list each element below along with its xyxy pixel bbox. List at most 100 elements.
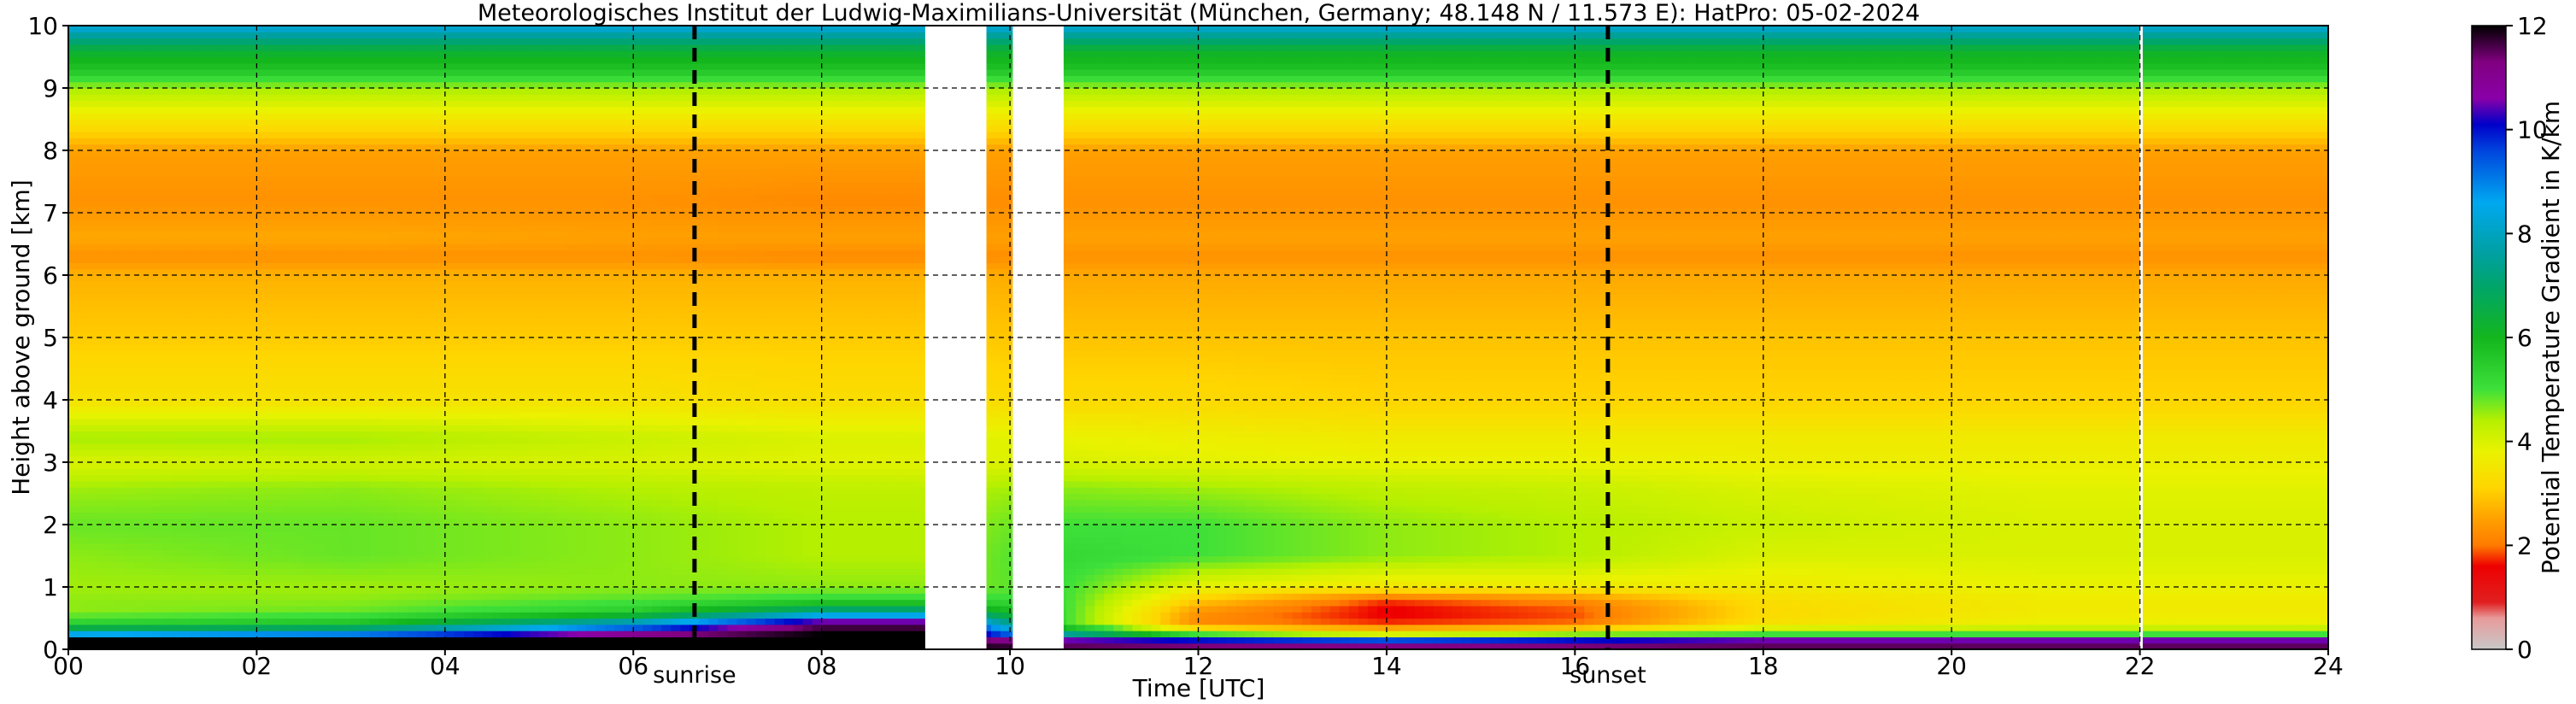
heatmap-cell (323, 250, 333, 257)
heatmap-cell (125, 562, 135, 569)
heatmap-cell (342, 281, 352, 288)
heatmap-cell (436, 381, 446, 388)
heatmap-cell (520, 350, 531, 357)
heatmap-cell (68, 200, 79, 207)
heatmap-cell (436, 163, 446, 170)
heatmap-cell (219, 437, 229, 444)
heatmap-cell (332, 419, 343, 425)
heatmap-cell (153, 126, 163, 132)
heatmap-cell (492, 431, 502, 438)
heatmap-cell (483, 138, 493, 144)
heatmap-cell (379, 468, 390, 475)
heatmap-cell (228, 475, 238, 482)
heatmap-cell (275, 494, 285, 501)
heatmap-cell (266, 219, 276, 226)
heatmap-cell (408, 219, 418, 226)
heatmap-cell (78, 138, 88, 144)
heatmap-cell (342, 132, 352, 138)
heatmap-cell (426, 163, 437, 170)
heatmap-cell (323, 500, 333, 507)
heatmap-cell (520, 244, 531, 251)
heatmap-cell (219, 381, 229, 388)
heatmap-cell (323, 132, 333, 138)
heatmap-cell (125, 138, 135, 144)
heatmap-cell (511, 163, 521, 170)
heatmap-cell (342, 182, 352, 189)
heatmap-cell (78, 543, 88, 550)
heatmap-cell (266, 475, 276, 482)
heatmap-cell (398, 113, 408, 120)
heatmap-cell (238, 462, 248, 469)
heatmap-cell (256, 200, 267, 207)
heatmap-cell (398, 182, 408, 189)
heatmap-cell (153, 381, 163, 388)
heatmap-cell (342, 288, 352, 295)
heatmap-cell (502, 188, 512, 195)
heatmap-cell (125, 294, 135, 301)
heatmap-cell (445, 32, 455, 38)
heatmap-cell (361, 294, 371, 301)
heatmap-cell (445, 512, 455, 519)
heatmap-cell (398, 537, 408, 544)
heatmap-cell (153, 494, 163, 501)
heatmap-cell (97, 163, 107, 170)
heatmap-cell (342, 413, 352, 419)
heatmap-cell (389, 194, 399, 201)
heatmap-cell (134, 300, 144, 307)
heatmap-cell (285, 281, 295, 288)
heatmap-cell (389, 500, 399, 507)
heatmap-cell (455, 443, 465, 450)
heatmap-cell (153, 419, 163, 425)
heatmap-cell (256, 313, 267, 320)
heatmap-cell (389, 94, 399, 101)
heatmap-cell (361, 169, 371, 176)
heatmap-cell (115, 325, 126, 331)
heatmap-cell (314, 343, 324, 350)
heatmap-cell (304, 200, 314, 207)
heatmap-cell (304, 500, 314, 507)
heatmap-cell (530, 350, 540, 357)
heatmap-cell (426, 619, 437, 625)
heatmap-cell (200, 213, 210, 220)
heatmap-cell (115, 431, 126, 438)
heatmap-cell (502, 356, 512, 363)
heatmap-cell (323, 38, 333, 45)
heatmap-cell (144, 413, 154, 419)
heatmap-cell (228, 88, 238, 95)
heatmap-cell (238, 468, 248, 475)
heatmap-cell (115, 32, 126, 38)
heatmap-cell (97, 250, 107, 257)
heatmap-cell (398, 75, 408, 82)
heatmap-cell (502, 232, 512, 238)
heatmap-cell (351, 462, 361, 469)
heatmap-cell (520, 362, 531, 369)
heatmap-cell (370, 400, 380, 407)
heatmap-cell (106, 500, 116, 507)
heatmap-cell (445, 38, 455, 45)
heatmap-cell (68, 531, 79, 537)
heatmap-cell (228, 107, 238, 114)
heatmap-cell (200, 294, 210, 301)
heatmap-cell (295, 337, 305, 344)
heatmap-cell (483, 156, 493, 163)
heatmap-cell (238, 443, 248, 450)
heatmap-cell (323, 525, 333, 531)
heatmap-cell (511, 188, 521, 195)
heatmap-cell (78, 431, 88, 438)
heatmap-cell (247, 413, 257, 419)
heatmap-cell (256, 468, 267, 475)
heatmap-cell (97, 26, 107, 32)
heatmap-cell (228, 537, 238, 544)
heatmap-cell (228, 431, 238, 438)
heatmap-cell (209, 406, 220, 413)
heatmap-cell (125, 63, 135, 70)
heatmap-cell (228, 593, 238, 600)
heatmap-cell (200, 549, 210, 556)
heatmap-cell (511, 169, 521, 176)
heatmap-cell (417, 431, 427, 438)
heatmap-cell (153, 593, 163, 600)
heatmap-cell (314, 319, 324, 326)
heatmap-cell (445, 138, 455, 144)
heatmap-cell (417, 425, 427, 431)
heatmap-cell (219, 612, 229, 619)
